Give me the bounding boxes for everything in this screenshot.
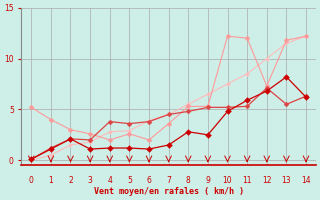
X-axis label: Vent moyen/en rafales ( km/h ): Vent moyen/en rafales ( km/h ) bbox=[94, 187, 244, 196]
